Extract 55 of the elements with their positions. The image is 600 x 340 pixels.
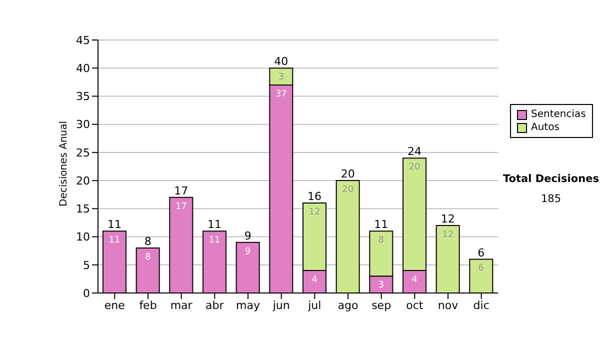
- data-label: 4: [412, 274, 418, 285]
- data-label: 11: [108, 236, 120, 246]
- data-label: 8: [144, 252, 151, 262]
- y-tick-label: 20: [76, 174, 90, 188]
- data-label: 8: [378, 236, 384, 246]
- x-tick-label: dic: [473, 298, 490, 312]
- x-tick-label: nov: [438, 298, 459, 312]
- y-axis-title: Decisiones Anual: [58, 120, 70, 206]
- x-tick-label: sep: [372, 298, 392, 312]
- y-tick-label: 30: [76, 118, 90, 132]
- y-tick-label: 40: [76, 62, 90, 76]
- x-tick-label: ene: [104, 298, 126, 312]
- data-label: 17: [175, 202, 187, 212]
- x-tick-label: oct: [406, 298, 424, 312]
- data-label: 20: [342, 184, 354, 195]
- total-label: 11: [374, 218, 388, 232]
- total-label: 20: [340, 168, 355, 181]
- text: 185: [540, 193, 562, 205]
- total-label: 12: [440, 212, 455, 226]
- y-tick-label: 15: [76, 202, 90, 216]
- data-label: 11: [208, 236, 220, 246]
- legend-label: Sentencias: [531, 108, 586, 121]
- x-tick-label: ago: [338, 298, 358, 312]
- total-label: 17: [174, 184, 188, 198]
- y-tick-label: 25: [76, 146, 90, 160]
- x-tick-label: abr: [206, 298, 224, 312]
- data-label: 37: [275, 89, 287, 100]
- total-label: 16: [308, 190, 322, 204]
- data-label: 3: [278, 72, 284, 82]
- data-label: 6: [478, 264, 484, 274]
- y-tick-label: 45: [76, 34, 90, 47]
- x-tick-label: jun: [272, 298, 290, 312]
- total-label: 9: [244, 229, 252, 242]
- total-label: 11: [108, 218, 122, 232]
- x-tick-label: may: [236, 298, 260, 312]
- data-label: 12: [308, 207, 320, 218]
- x-tick-label: mar: [170, 298, 193, 312]
- total-label: 11: [208, 218, 222, 232]
- total-label: 6: [478, 246, 485, 260]
- total-label: 8: [144, 235, 152, 248]
- total-label: 40: [274, 55, 288, 68]
- x-tick-label: feb: [139, 298, 157, 312]
- data-label: 9: [244, 246, 251, 257]
- data-label: 12: [442, 230, 454, 240]
- data-label: 3: [378, 280, 384, 291]
- total-label: 24: [408, 145, 422, 158]
- data-label: 4: [312, 274, 318, 285]
- y-tick-label: 10: [76, 230, 90, 244]
- y-tick-label: 35: [76, 90, 90, 104]
- data-label: 20: [408, 162, 420, 172]
- y-tick-label: 5: [83, 258, 90, 272]
- y-tick-label: 0: [83, 286, 90, 300]
- text: Total Decisiones: [502, 173, 600, 185]
- x-tick-label: jul: [307, 298, 322, 312]
- legend-label: Autos: [531, 121, 560, 134]
